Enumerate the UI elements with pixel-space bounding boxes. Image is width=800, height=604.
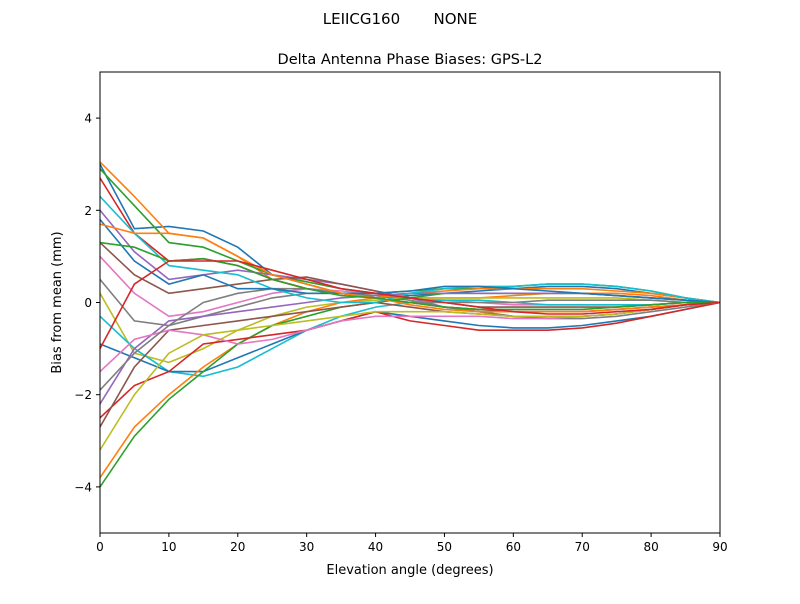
chart-title: Delta Antenna Phase Biases: GPS-L2 <box>278 52 543 68</box>
y-tick-label: −2 <box>74 388 92 402</box>
x-tick-label: 0 <box>96 540 104 554</box>
series-line-20 <box>99 195 721 304</box>
x-tick-label: 10 <box>161 540 176 554</box>
x-tick-label: 60 <box>506 540 521 554</box>
series-line-24 <box>99 260 721 349</box>
x-tick-label: 50 <box>437 540 452 554</box>
y-tick-label: 2 <box>84 204 92 218</box>
plot-frame <box>99 71 721 534</box>
y-axis-label: Bias from mean (mm) <box>50 231 65 373</box>
series-line-21 <box>99 218 721 304</box>
series-line-14 <box>99 301 721 419</box>
series-line-19 <box>99 301 721 451</box>
series-line-13 <box>99 292 721 488</box>
x-tick-label: 40 <box>368 540 383 554</box>
x-tick-label: 70 <box>575 540 590 554</box>
series-line-22 <box>99 223 721 313</box>
x-tick-label: 20 <box>230 540 245 554</box>
y-tick-label: 0 <box>84 296 92 310</box>
series-line-2 <box>99 161 721 304</box>
series-line-23 <box>99 241 720 311</box>
x-tick-label: 80 <box>643 540 658 554</box>
y-tick-label: −4 <box>74 480 92 494</box>
x-axis-label: Elevation angle (degrees) <box>326 563 493 578</box>
y-tick-label: 4 <box>84 112 92 126</box>
axes: 0 10 20 30 40 50 60 70 80 90 −4 −2 0 2 4 <box>74 112 727 554</box>
series-lines <box>99 161 721 488</box>
series-line-1 <box>99 163 721 304</box>
series-line-3 <box>99 168 721 304</box>
x-tick-label: 90 <box>712 540 727 554</box>
suptitle: LEIICG160 NONE <box>323 10 478 28</box>
x-tick-label: 30 <box>299 540 314 554</box>
